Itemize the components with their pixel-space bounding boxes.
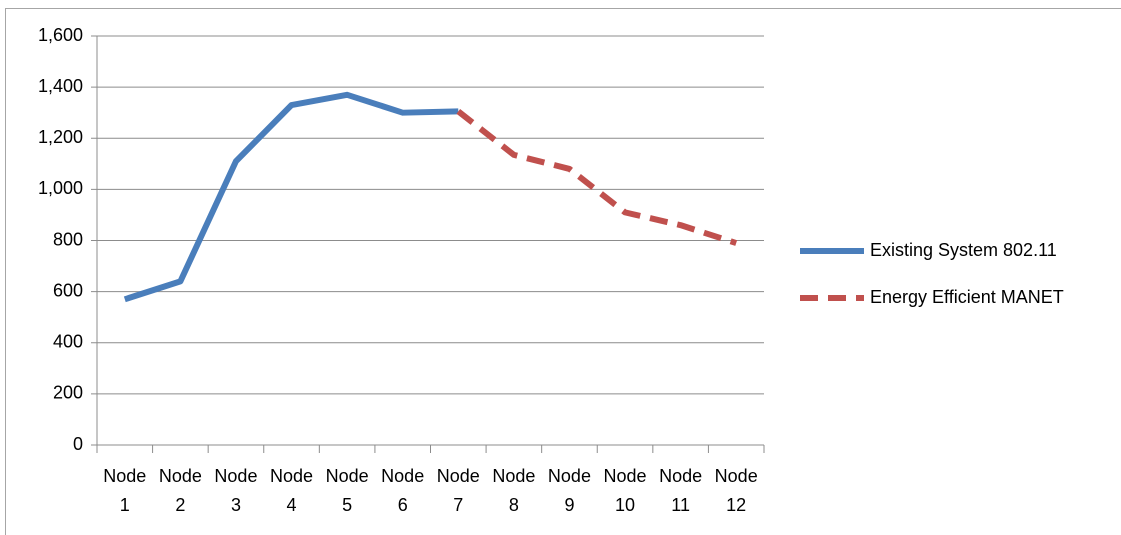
x-tick-label: Node 12 <box>714 466 758 515</box>
y-tick-label: 1,600 <box>38 25 83 45</box>
x-tick-label: Node 7 <box>436 466 480 515</box>
data-line <box>123 91 459 303</box>
data-line <box>456 109 738 246</box>
x-tick-label: Node 4 <box>270 466 314 515</box>
y-tick-label: 0 <box>73 434 83 454</box>
x-tick-label: Node 5 <box>325 466 369 515</box>
y-tick-label: 1,200 <box>38 127 83 147</box>
x-tick-label: Node 11 <box>659 466 703 515</box>
y-tick-label: 200 <box>53 383 83 403</box>
y-tick-label: 600 <box>53 280 83 300</box>
x-tick-label: Node 1 <box>103 466 147 515</box>
y-tick-label: 400 <box>53 332 83 352</box>
x-tick-label: Node 10 <box>603 466 647 515</box>
chart-border <box>5 8 1121 535</box>
x-tick-label: Node 9 <box>547 466 591 515</box>
y-tick-label: 1,000 <box>38 178 83 198</box>
y-tick-label: 800 <box>53 229 83 249</box>
x-tick-label: Node 2 <box>158 466 202 515</box>
x-tick-label: Node 8 <box>492 466 536 515</box>
legend-label: Existing System 802.11 <box>870 240 1057 260</box>
x-tick-label: Node 3 <box>214 466 258 515</box>
y-tick-label: 1,400 <box>38 76 83 96</box>
legend-label: Energy Efficient MANET <box>870 287 1064 307</box>
x-tick-label: Node 6 <box>381 466 425 515</box>
